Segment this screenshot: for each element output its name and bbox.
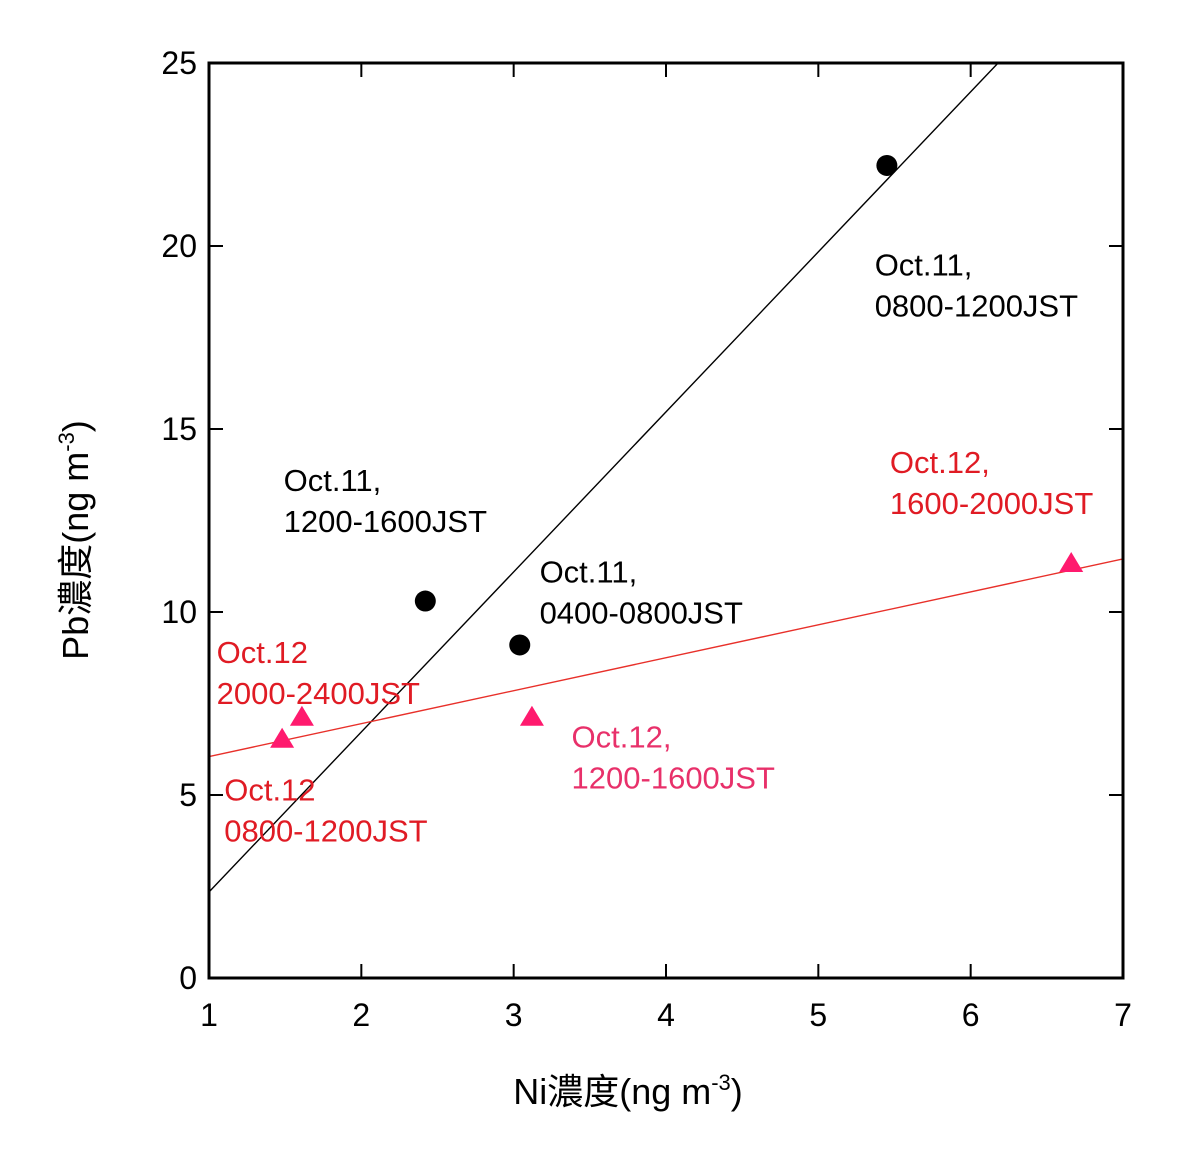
triangle-point	[519, 705, 544, 726]
data-points	[270, 154, 1084, 748]
fit-line-1	[209, 63, 999, 893]
x-axis-title: Ni濃度(ng m-3)	[513, 1070, 743, 1112]
fit-lines	[209, 63, 1123, 893]
point-annotation: Oct.12 2000-2400JST	[217, 635, 420, 711]
annotation-line: 0400-0800JST	[540, 596, 743, 631]
annotation-line: Oct.12	[217, 635, 308, 670]
annotation-line: 0800-1200JST	[224, 813, 427, 848]
annotation-line: Oct.11,	[875, 247, 973, 282]
circle-point	[509, 634, 531, 656]
point-annotation: Oct.12, 1200-1600JST	[572, 719, 775, 795]
circle-point	[414, 590, 436, 612]
x-tick-label: 5	[809, 997, 827, 1033]
fit-line-2	[209, 558, 1123, 758]
point-annotation: Oct.12 0800-1200JST	[224, 772, 427, 848]
triangle-point	[270, 727, 295, 748]
annotation-line: Oct.11,	[284, 463, 382, 498]
annotation-line: 1200-1600JST	[572, 760, 775, 795]
axes: 1 2 3 4 5 6 7 0 5 10 15 20 25	[161, 45, 1131, 1033]
point-annotation: Oct.11, 0800-1200JST	[875, 247, 1078, 323]
y-tick-label: 25	[161, 45, 197, 81]
x-tick-label: 3	[505, 997, 523, 1033]
annotation-line: Oct.12,	[890, 445, 990, 480]
annotation-line: Oct.12,	[572, 719, 672, 754]
point-annotation: Oct.12, 1600-2000JST	[890, 445, 1093, 521]
annotation-line: 0800-1200JST	[875, 288, 1078, 323]
circle-point	[876, 154, 898, 176]
x-tick-label: 1	[200, 997, 218, 1033]
y-tick-label: 5	[179, 777, 197, 813]
annotation-line: 1600-2000JST	[890, 486, 1093, 521]
y-tick-label: 0	[179, 960, 197, 996]
y-tick-label: 15	[161, 411, 197, 447]
annotation-line: Oct.12	[224, 772, 315, 807]
y-tick-label: 20	[161, 228, 197, 264]
x-tick-label: 6	[962, 997, 980, 1033]
point-annotation: Oct.11, 0400-0800JST	[540, 555, 743, 631]
triangle-point	[289, 705, 314, 726]
x-tick-label: 7	[1114, 997, 1132, 1033]
triangle-point	[1059, 552, 1084, 573]
x-tick-label: 4	[657, 997, 675, 1033]
annotation-line: 2000-2400JST	[217, 676, 420, 711]
annotation-line: 1200-1600JST	[284, 504, 487, 539]
x-tick-label: 2	[352, 997, 370, 1033]
point-annotation: Oct.11, 1200-1600JST	[284, 463, 487, 539]
y-tick-label: 10	[161, 594, 197, 630]
annotation-line: Oct.11,	[540, 555, 638, 590]
y-axis-title: Pb濃度(ng m-3)	[54, 420, 96, 660]
